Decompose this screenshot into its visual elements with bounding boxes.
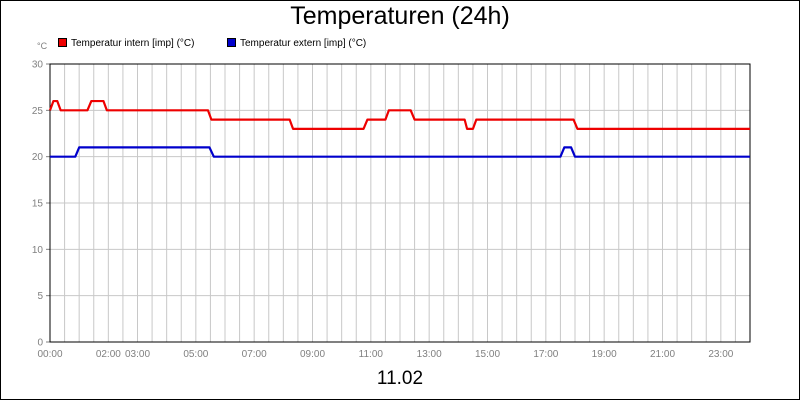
y-tick-label: 15 — [32, 199, 44, 210]
y-tick-label: 30 — [32, 60, 44, 71]
legend-swatch-extern — [227, 37, 236, 47]
x-tick-label: 21:00 — [650, 349, 675, 360]
legend-label-extern: Temperatur extern [imp] (°C) — [240, 38, 367, 49]
series-line-intern — [48, 99, 750, 130]
x-tick-label: 11:00 — [359, 349, 384, 360]
x-tick-label: 03:00 — [125, 349, 150, 360]
y-tick-label: 10 — [32, 245, 44, 256]
y-tick-label: 25 — [32, 106, 44, 117]
x-tick-label: 05:00 — [183, 349, 208, 360]
chart-title: Temperaturen (24h) — [290, 2, 510, 30]
legend-item-extern: Temperatur extern [imp] (°C) — [227, 37, 367, 49]
series-line-extern — [50, 146, 750, 158]
y-tick-label: 20 — [32, 152, 44, 163]
x-tick-label: 13:00 — [417, 349, 442, 360]
legend-swatch-intern — [58, 37, 67, 47]
x-tick-label: 02:00 — [96, 349, 121, 360]
legend-label-intern: Temperatur intern [imp] (°C) — [71, 38, 195, 49]
x-tick-label: 19:00 — [592, 349, 617, 360]
y-tick-label: 0 — [37, 338, 43, 349]
date-label: 11.02 — [376, 368, 424, 389]
x-tick-label: 00:00 — [37, 349, 62, 360]
x-tick-label: 17:00 — [533, 349, 558, 360]
legend-item-intern: Temperatur intern [imp] (°C) — [58, 37, 195, 49]
x-tick-label: 09:00 — [300, 349, 325, 360]
x-tick-label: 07:00 — [242, 349, 267, 360]
y-tick-label: 5 — [37, 291, 43, 302]
y-axis-unit-label: °C — [37, 41, 48, 51]
x-tick-label: 23:00 — [708, 349, 733, 360]
plot-border — [49, 63, 751, 343]
x-tick-label: 15:00 — [475, 349, 500, 360]
